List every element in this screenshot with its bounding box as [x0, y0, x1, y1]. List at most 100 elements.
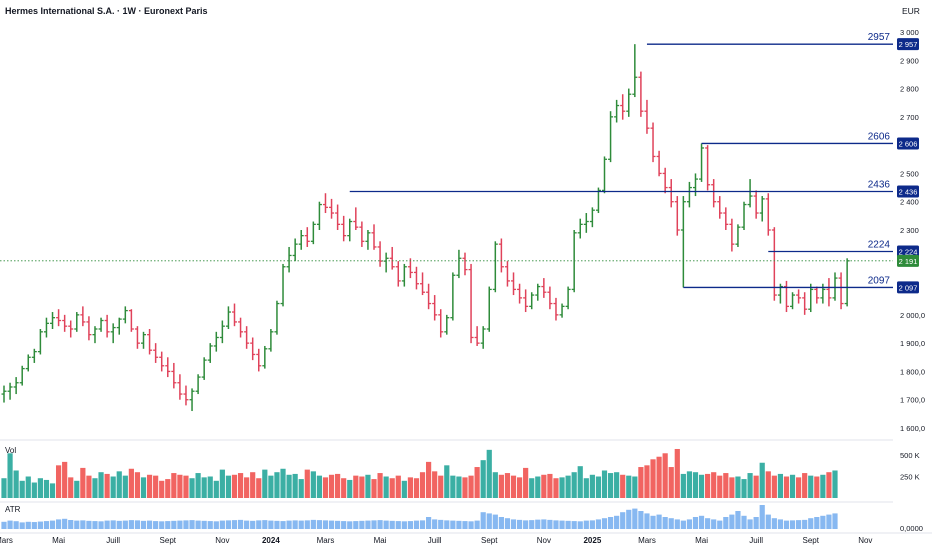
atr-bar — [796, 520, 802, 529]
volume-bar — [638, 467, 644, 498]
ohlc-bar — [450, 272, 456, 321]
ohlc-bar — [626, 88, 632, 117]
level-price-badge — [897, 281, 919, 294]
atr-bar — [62, 518, 68, 529]
ohlc-bar — [141, 331, 147, 349]
volume-bar — [244, 477, 250, 498]
time-tick-label: Mars — [638, 536, 656, 545]
ohlc-bar — [802, 292, 808, 315]
ohlc-bar — [413, 266, 419, 290]
atr-bar — [607, 517, 614, 529]
volume-bar — [55, 465, 62, 498]
atr-bar — [698, 515, 705, 529]
atr-bar — [310, 519, 316, 529]
atr-bar — [711, 519, 717, 529]
ohlc-bar — [632, 44, 638, 98]
volume-bar — [547, 473, 553, 498]
ohlc-bar — [535, 283, 541, 301]
level-price-badge — [897, 185, 919, 198]
volume-tick-label: 500 K — [900, 451, 920, 460]
ohlc-bar — [43, 317, 49, 338]
ohlc-bar — [711, 179, 717, 208]
volume-bar — [104, 473, 110, 498]
volume-bar — [486, 449, 492, 498]
atr-bar — [189, 520, 195, 529]
atr-layer — [1, 505, 838, 529]
atr-bar — [304, 520, 310, 529]
atr-bar — [759, 505, 765, 529]
atr-bar — [195, 520, 201, 529]
volume-bar — [705, 473, 711, 498]
ohlc-bar — [250, 337, 256, 361]
volume-bar — [353, 475, 359, 498]
atr-bar — [31, 522, 37, 529]
ohlc-bar — [171, 362, 177, 389]
ohlc-bar — [432, 295, 438, 321]
ohlc-bar — [310, 221, 316, 245]
atr-bar — [377, 520, 383, 529]
atr-bar — [723, 517, 729, 529]
atr-bar — [832, 513, 838, 529]
volume-bar — [298, 479, 304, 498]
atr-bar — [601, 518, 608, 529]
atr-bar — [280, 521, 286, 529]
volume-bar — [826, 472, 832, 498]
atr-bar — [656, 514, 662, 529]
atr-bar — [826, 514, 832, 529]
ohlc-bar — [735, 224, 741, 247]
atr-bar — [462, 521, 468, 529]
volume-bar — [359, 476, 365, 498]
atr-bar — [359, 520, 365, 529]
atr-bar — [413, 520, 420, 529]
volume-bar — [165, 479, 171, 498]
atr-bar — [80, 520, 86, 529]
ohlc-bar — [407, 258, 413, 279]
price-tick-label: 2 800 — [900, 85, 919, 94]
time-tick-label: 2025 — [583, 536, 601, 545]
ohlc-bar — [517, 283, 523, 304]
ohlc-bar — [201, 357, 207, 380]
time-tick-label: Juill — [428, 536, 442, 545]
ohlc-bar — [25, 354, 31, 372]
volume-bar — [322, 477, 329, 498]
ohlc-bar — [298, 230, 304, 250]
ohlc-bar — [274, 300, 280, 335]
ohlc-bar — [165, 357, 171, 378]
volume-bar — [395, 475, 401, 498]
ohlc-bar — [7, 382, 13, 400]
atr-bar — [468, 521, 474, 529]
time-tick-label: Mai — [52, 536, 65, 545]
atr-bar — [662, 517, 668, 529]
volume-bar — [474, 467, 480, 498]
ohlc-bar — [353, 207, 359, 230]
ohlc-bar — [286, 246, 292, 273]
ohlc-bar — [559, 303, 565, 318]
current-price-text: 2 191 — [899, 257, 918, 266]
atr-bar — [717, 520, 723, 529]
volume-bar — [335, 473, 341, 498]
volume-bar — [686, 471, 693, 498]
ohlc-bar — [134, 326, 140, 349]
current-price-badge — [897, 254, 919, 267]
volume-pane-label: Vol — [5, 446, 16, 455]
ohlc-bar — [814, 286, 820, 304]
ohlc-bar — [565, 286, 571, 310]
volume-bar — [589, 474, 595, 498]
atr-bar — [401, 521, 407, 529]
atr-bar — [98, 521, 104, 529]
ohlc-bar — [19, 365, 25, 386]
level-badge-text: 2 224 — [899, 247, 918, 256]
axis-layer: 1 600,0 1 700,0 1 800,0 1 900,0 2 000,0 2 300… — [0, 28, 932, 545]
volume-bar — [662, 453, 668, 498]
atr-bar — [547, 519, 553, 529]
atr-bar — [741, 515, 747, 529]
ohlc-bar — [468, 263, 474, 344]
volume-bar — [383, 476, 389, 498]
atr-bar — [504, 518, 511, 529]
atr-bar — [92, 521, 98, 529]
atr-bar — [680, 520, 686, 529]
ohlc-bar — [256, 348, 262, 372]
volume-bar — [510, 475, 517, 498]
volume-bar — [80, 467, 86, 498]
